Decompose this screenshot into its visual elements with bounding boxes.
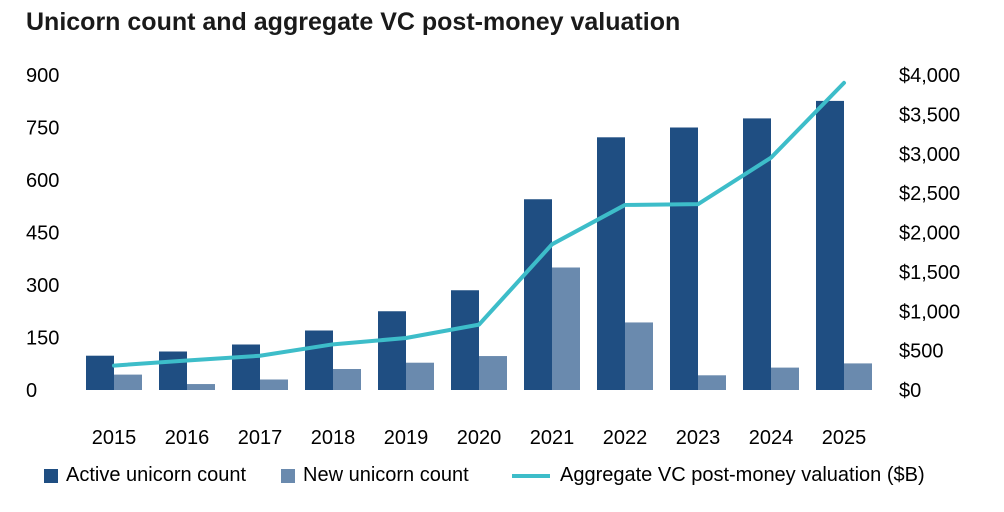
legend-item-valuation: Aggregate VC post-money valuation ($B): [512, 464, 925, 487]
right-tick-label: $1,000: [899, 301, 960, 323]
valuation-line: [112, 80, 846, 368]
legend-swatch-valuation: [512, 473, 550, 478]
legend: Active unicorn count New unicorn count A…: [0, 464, 1004, 500]
right-tick-label: $4,000: [899, 65, 960, 87]
bar-active-2023: [670, 127, 698, 390]
x-tick-label: 2024: [749, 427, 794, 449]
legend-swatch-active: [44, 468, 58, 483]
left-tick-label: 0: [26, 380, 37, 402]
chart-area: 0 150 300 450 600 750 900 $0 $500 $1,000 $1,500 $2…: [26, 65, 960, 449]
bar-new-2023: [698, 375, 726, 390]
right-axis: $0 $500 $1,000 $1,500 $2,000 $2,500 $3,000 $3,5…: [899, 65, 960, 402]
x-tick-label: 2015: [92, 427, 137, 449]
legend-item-active: Active unicorn count: [44, 464, 246, 487]
left-tick-label: 150: [26, 328, 59, 350]
x-axis: 2015 2016 2017 2018 2019 2020 2021 2022 2023 2024…: [92, 427, 867, 449]
x-tick-label: 2021: [530, 427, 575, 449]
line-series: [112, 80, 846, 368]
x-tick-label: 2025: [822, 427, 867, 449]
x-tick-label: 2018: [311, 427, 356, 449]
legend-item-new: New unicorn count: [281, 464, 469, 487]
left-tick-label: 450: [26, 223, 59, 245]
x-tick-label: 2020: [457, 427, 502, 449]
legend-swatch-new: [281, 468, 295, 483]
x-tick-label: 2022: [603, 427, 648, 449]
left-tick-label: 300: [26, 275, 59, 297]
bar-new-2016: [187, 384, 215, 390]
bar-active-2025: [816, 100, 844, 391]
bar-new-2021: [552, 267, 580, 390]
right-tick-label: $2,500: [899, 183, 960, 205]
bar-series: [86, 100, 872, 391]
left-tick-label: 750: [26, 118, 59, 140]
bar-active-2015: [86, 355, 114, 390]
bar-active-2021: [524, 199, 552, 390]
bar-active-2018: [305, 330, 333, 390]
bar-new-2017: [260, 379, 288, 390]
legend-label-new: New unicorn count: [303, 464, 469, 486]
right-tick-label: $3,500: [899, 104, 960, 126]
left-tick-label: 600: [26, 170, 59, 192]
right-tick-label: $2,000: [899, 223, 960, 245]
bar-new-2022: [625, 322, 653, 390]
right-tick-label: $500: [899, 341, 944, 363]
left-axis: 0 150 300 450 600 750 900: [26, 65, 59, 402]
bar-new-2020: [479, 356, 507, 390]
legend-label-valuation: Aggregate VC post-money valuation ($B): [560, 464, 925, 486]
right-tick-label: $3,000: [899, 144, 960, 166]
bar-new-2025: [844, 363, 872, 390]
bar-active-2016: [159, 351, 187, 390]
x-tick-label: 2016: [165, 427, 210, 449]
x-tick-label: 2019: [384, 427, 429, 449]
x-tick-label: 2017: [238, 427, 283, 449]
x-tick-label: 2023: [676, 427, 721, 449]
right-tick-label: $1,500: [899, 262, 960, 284]
bar-active-2022: [597, 137, 625, 390]
right-tick-label: $0: [899, 380, 921, 402]
chart-title: Unicorn count and aggregate VC post-mone…: [26, 8, 681, 36]
bar-active-2024: [743, 118, 771, 391]
bar-active-2020: [451, 290, 479, 390]
bar-active-2019: [378, 311, 406, 390]
legend-label-active: Active unicorn count: [66, 464, 247, 486]
bar-new-2019: [406, 362, 434, 390]
bar-active-2017: [232, 344, 260, 390]
bar-new-2024: [771, 367, 799, 390]
bar-new-2018: [333, 369, 361, 390]
left-tick-label: 900: [26, 65, 59, 87]
bar-new-2015: [114, 374, 142, 390]
